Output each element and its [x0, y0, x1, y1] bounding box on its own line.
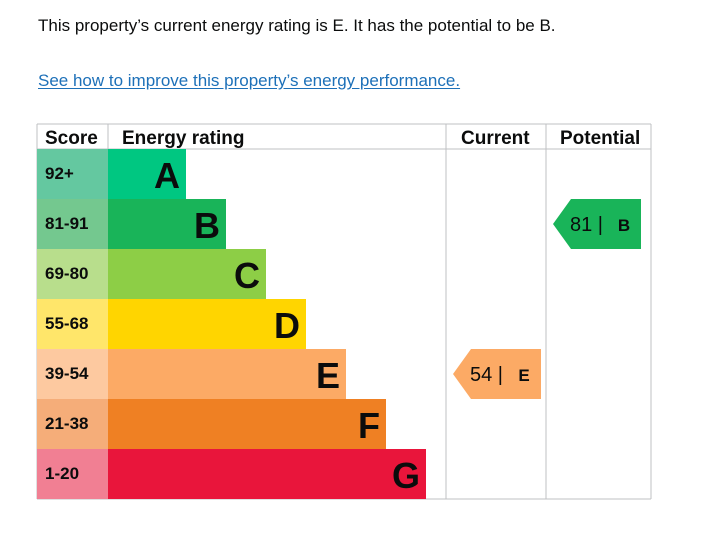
band-bar [108, 349, 346, 399]
band-row-c: 69-80 C [37, 249, 266, 299]
band-score-cell [37, 299, 108, 349]
band-bar [108, 149, 186, 199]
band-score-label: 81-91 [45, 214, 88, 233]
band-letter-label: D [274, 305, 300, 346]
current-rating-pointer: 54 | E [453, 349, 541, 399]
band-row-d: 55-68 D [37, 299, 306, 349]
band-score-cell [37, 149, 108, 199]
rating-pointer-shape [553, 199, 641, 249]
rating-pointer-shape [453, 349, 541, 399]
band-letter-label: F [358, 405, 380, 446]
potential-rating-pointer: 81 | B [553, 199, 641, 249]
band-score-label: 39-54 [45, 364, 89, 383]
band-bar [108, 249, 266, 299]
band-letter-label: A [154, 155, 180, 196]
band-score-cell [37, 349, 108, 399]
energy-rating-summary: This property’s current energy rating is… [38, 16, 556, 35]
band-score-cell [37, 449, 108, 499]
improve-energy-performance-link[interactable]: See how to improve this property’s energ… [38, 71, 461, 90]
band-score-cell [37, 249, 108, 299]
band-score-label: 1-20 [45, 464, 79, 483]
band-letter-label: G [392, 455, 420, 496]
rating-pointer-band: E [518, 366, 529, 385]
band-row-f: 21-38 F [37, 399, 386, 449]
band-bar [108, 449, 426, 499]
band-letter-label: C [234, 255, 260, 296]
band-score-cell [37, 399, 108, 449]
band-bar [108, 399, 386, 449]
bands-layer: 92+ A 81-91 B 69-80 C 55-68 D 39-54 E 21-38 F 1-20 G [37, 149, 426, 499]
band-score-label: 21-38 [45, 414, 88, 433]
header-current: Current [461, 128, 530, 149]
rating-pointer-value: 54 | [470, 364, 503, 386]
band-row-a: 92+ A [37, 149, 186, 199]
pointers-layer: 54 | E 81 | B [453, 199, 641, 399]
band-row-e: 39-54 E [37, 349, 346, 399]
band-score-label: 92+ [45, 164, 74, 183]
header-potential: Potential [560, 128, 640, 149]
band-score-label: 55-68 [45, 314, 88, 333]
band-letter-label: E [316, 355, 340, 396]
rating-pointer-band: B [618, 216, 630, 235]
rating-pointer-value: 81 | [570, 214, 603, 236]
band-row-b: 81-91 B [37, 199, 226, 249]
band-score-cell [37, 199, 108, 249]
band-row-g: 1-20 G [37, 449, 426, 499]
band-bar [108, 199, 226, 249]
band-letter-label: B [194, 205, 220, 246]
header-score: Score [45, 128, 98, 149]
band-score-label: 69-80 [45, 264, 88, 283]
band-bar [108, 299, 306, 349]
header-energy-rating: Energy rating [122, 128, 244, 149]
